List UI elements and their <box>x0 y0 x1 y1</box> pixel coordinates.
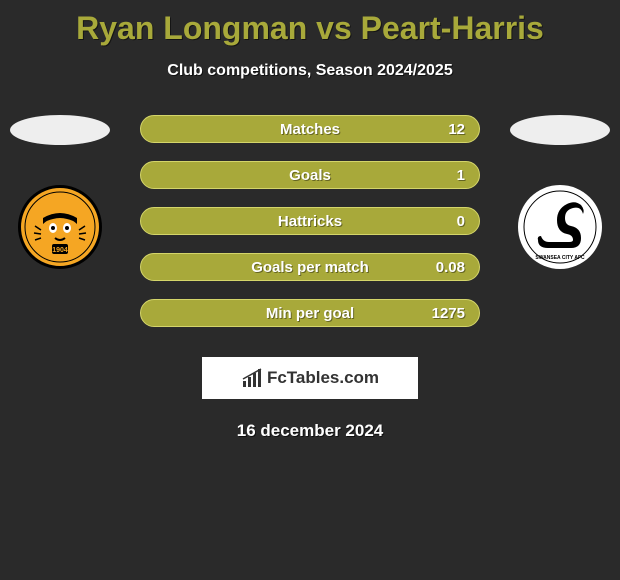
tiger-icon: 1904 <box>23 190 97 264</box>
stat-label: Goals per match <box>251 259 369 276</box>
club-badge-swansea-city: SWANSEA CITY AFC <box>518 185 602 269</box>
right-player-column: SWANSEA CITY AFC <box>510 115 610 269</box>
club-badge-hull-city: 1904 <box>18 185 102 269</box>
stat-value: 12 <box>448 121 465 138</box>
stat-bar-goals: Goals 1 <box>140 161 480 189</box>
stat-bar-goals-per-match: Goals per match 0.08 <box>140 253 480 281</box>
stat-value: 1 <box>457 167 465 184</box>
comparison-card: Ryan Longman vs Peart-Harris Club compet… <box>0 0 620 441</box>
stat-label: Matches <box>280 121 340 138</box>
stat-bar-min-per-goal: Min per goal 1275 <box>140 299 480 327</box>
source-logo: FcTables.com <box>202 357 418 399</box>
stat-label: Hattricks <box>278 213 342 230</box>
page-title: Ryan Longman vs Peart-Harris <box>0 10 620 47</box>
stat-label: Goals <box>289 167 331 184</box>
stats-column: Matches 12 Goals 1 Hattricks 0 Goals per… <box>110 115 510 327</box>
stat-value: 0 <box>457 213 465 230</box>
swan-icon: SWANSEA CITY AFC <box>523 190 597 264</box>
left-player-column: 1904 <box>10 115 110 269</box>
date-label: 16 december 2024 <box>0 421 620 441</box>
main-row: 1904 Matches 12 Goals 1 Hattricks 0 Goal… <box>0 115 620 327</box>
player-left-photo-placeholder <box>10 115 110 145</box>
logo-text: FcTables.com <box>267 368 379 388</box>
stat-label: Min per goal <box>266 305 354 322</box>
stat-bar-matches: Matches 12 <box>140 115 480 143</box>
svg-text:SWANSEA CITY AFC: SWANSEA CITY AFC <box>535 255 585 261</box>
stat-bar-hattricks: Hattricks 0 <box>140 207 480 235</box>
subtitle: Club competitions, Season 2024/2025 <box>0 62 620 80</box>
bar-chart-icon <box>241 367 263 389</box>
stat-value: 0.08 <box>436 259 465 276</box>
player-right-photo-placeholder <box>510 115 610 145</box>
stat-value: 1275 <box>432 305 465 322</box>
svg-text:1904: 1904 <box>52 247 68 254</box>
